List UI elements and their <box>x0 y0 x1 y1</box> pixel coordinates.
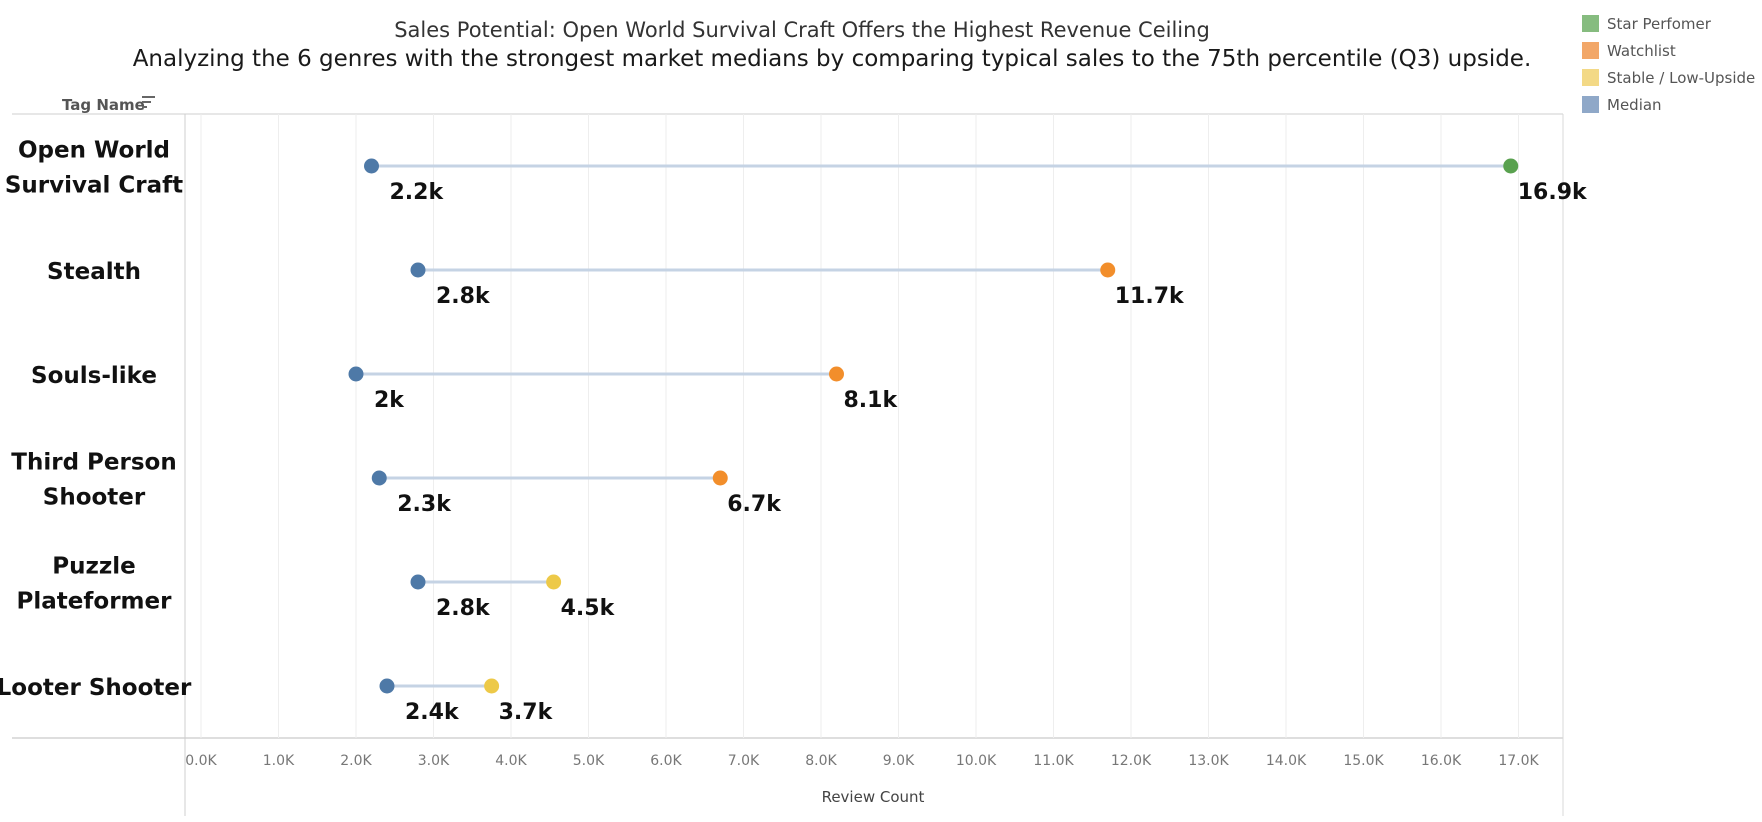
q3-point[interactable] <box>484 678 500 694</box>
median-value-label: 2.8k <box>436 596 491 621</box>
median-value-label: 2.3k <box>397 492 452 517</box>
x-tick-label: 9.0K <box>883 753 915 769</box>
x-tick-label: 17.0K <box>1498 753 1539 769</box>
legend-swatch <box>1582 96 1599 113</box>
x-tick-label: 7.0K <box>728 753 760 769</box>
row-label: Third Person Shooter <box>11 450 176 511</box>
median-value-label: 2.8k <box>436 284 491 309</box>
q3-point[interactable] <box>1503 158 1519 174</box>
x-tick-label: 14.0K <box>1266 753 1307 769</box>
legend: Star Perfomer Watchlist Stable / Low-Ups… <box>1582 10 1760 118</box>
x-tick-label: 4.0K <box>495 753 527 769</box>
median-point[interactable] <box>410 574 426 590</box>
x-tick-label: 16.0K <box>1421 753 1462 769</box>
legend-swatch <box>1582 42 1599 59</box>
legend-item-star-performer[interactable]: Star Perfomer <box>1582 10 1760 37</box>
q3-value-label: 16.9k <box>1518 180 1588 205</box>
q3-value-label: 11.7k <box>1115 284 1185 309</box>
legend-swatch <box>1582 69 1599 86</box>
q3-point[interactable] <box>712 470 728 486</box>
median-value-label: 2.4k <box>405 700 460 725</box>
x-tick-label: 13.0K <box>1188 753 1229 769</box>
median-value-label: 2k <box>374 388 405 413</box>
legend-item-watchlist[interactable]: Watchlist <box>1582 37 1760 64</box>
x-tick-label: 15.0K <box>1343 753 1384 769</box>
q3-value-label: 8.1k <box>844 388 899 413</box>
row-label: Stealth <box>47 259 141 285</box>
row-label: Open World Survival Craft <box>5 138 183 199</box>
legend-item-stable-low-upside[interactable]: Stable / Low-Upside <box>1582 64 1760 91</box>
x-tick-label: 10.0K <box>956 753 997 769</box>
sort-icon[interactable] <box>141 94 157 110</box>
median-point[interactable] <box>364 158 379 174</box>
x-tick-label: 1.0K <box>263 753 295 769</box>
q3-point[interactable] <box>1100 262 1116 278</box>
q3-point[interactable] <box>829 366 844 382</box>
row-label: Looter Shooter <box>0 675 192 701</box>
chart-subtitle: Analyzing the 6 genres with the stronges… <box>132 46 1532 72</box>
median-point[interactable] <box>371 470 387 486</box>
row-label: Puzzle Plateformer <box>17 554 173 615</box>
median-point[interactable] <box>348 366 364 382</box>
x-tick-label: 12.0K <box>1111 753 1152 769</box>
median-point[interactable] <box>410 262 426 278</box>
median-value-label: 2.2k <box>390 180 445 205</box>
row-header-tag-name[interactable]: Tag Name <box>62 96 145 114</box>
legend-label: Stable / Low-Upside <box>1607 68 1756 87</box>
x-tick-label: 0.0K <box>185 753 217 769</box>
x-tick-label: 11.0K <box>1033 753 1074 769</box>
x-tick-label: 8.0K <box>805 753 837 769</box>
legend-label: Watchlist <box>1607 41 1676 60</box>
legend-item-median[interactable]: Median <box>1582 91 1760 118</box>
q3-value-label: 3.7k <box>499 700 554 725</box>
chart-title: Sales Potential: Open World Survival Cra… <box>394 18 1210 42</box>
x-tick-label: 5.0K <box>573 753 605 769</box>
median-point[interactable] <box>379 678 395 694</box>
legend-swatch <box>1582 15 1599 32</box>
x-tick-label: 6.0K <box>650 753 682 769</box>
x-tick-label: 2.0K <box>340 753 372 769</box>
row-label: Souls-like <box>31 363 157 389</box>
legend-label: Star Perfomer <box>1607 14 1711 33</box>
x-tick-label: 3.0K <box>418 753 450 769</box>
q3-point[interactable] <box>546 574 562 590</box>
q3-value-label: 6.7k <box>727 492 782 517</box>
x-axis-title: Review Count <box>822 788 925 806</box>
q3-value-label: 4.5k <box>561 596 616 621</box>
legend-label: Median <box>1607 95 1662 114</box>
